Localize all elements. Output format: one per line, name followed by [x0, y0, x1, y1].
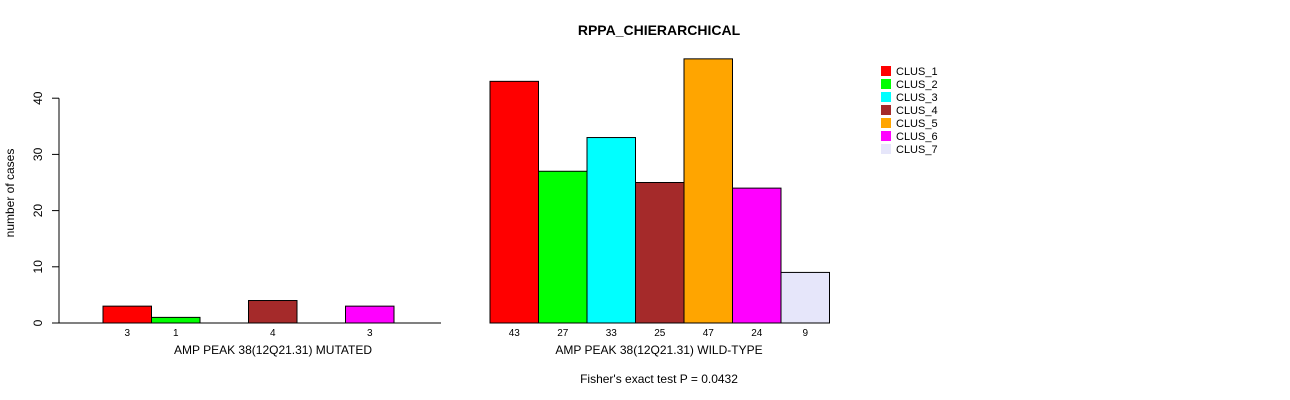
bar-count-label: 1	[173, 328, 179, 339]
fisher-test-note: Fisher's exact test P = 0.0432	[580, 372, 738, 386]
bar-wild-type-clus-3	[586, 137, 636, 324]
legend-swatch-clus-3	[881, 92, 891, 102]
y-axis: 0 10 20 30 40	[31, 91, 60, 326]
bar-count-label: 3	[124, 328, 130, 339]
x-axis-label-wild-type: AMP PEAK 38(12Q21.31) WILD-TYPE	[555, 343, 762, 357]
bar-count-label: 3	[367, 328, 373, 339]
y-tick-label: 30	[31, 147, 45, 161]
bar-wild-type-clus-2	[538, 170, 588, 324]
y-tick-label: 40	[31, 91, 45, 105]
chart-title: RPPA_CHIERARCHICAL	[578, 22, 741, 38]
y-tick-label: 10	[31, 260, 45, 274]
legend-label: CLUS_7	[896, 144, 938, 156]
legend-swatch-clus-4	[881, 105, 891, 115]
y-tick-label: 0	[31, 319, 45, 326]
legend-swatch-clus-6	[881, 131, 891, 141]
legend: CLUS_1CLUS_2CLUS_3CLUS_4CLUS_5CLUS_6CLUS…	[881, 66, 938, 156]
bar-mutated-clus-4	[248, 300, 298, 324]
bar-mutated-clus-2	[151, 316, 201, 324]
bar-count-label: 43	[509, 328, 521, 339]
legend-label: CLUS_5	[896, 118, 938, 130]
bar-wild-type-clus-6	[732, 187, 782, 324]
bar-count-label: 24	[751, 328, 763, 339]
legend-swatch-clus-1	[881, 66, 891, 76]
legend-swatch-clus-7	[881, 144, 891, 154]
bar-count-label: 4	[270, 328, 276, 339]
bar-wild-type-clus-5	[683, 58, 733, 324]
legend-label: CLUS_3	[896, 92, 938, 104]
bar-wild-type-clus-4	[635, 182, 685, 324]
y-tick-label: 20	[31, 204, 45, 218]
bar-count-label: 25	[654, 328, 666, 339]
bar-wild-type-clus-7	[780, 271, 830, 324]
bar-wild-type-clus-1	[489, 80, 539, 324]
bar-mutated-clus-6	[345, 305, 395, 324]
panel-mutated: 3 1 4 3 AMP PEAK 38(12Q21.31) MUTATED	[59, 300, 441, 357]
x-axis-label-mutated: AMP PEAK 38(12Q21.31) MUTATED	[174, 343, 372, 357]
y-axis-label: number of cases	[3, 149, 17, 238]
bar-count-label: 9	[802, 328, 808, 339]
bar-count-label: 27	[557, 328, 569, 339]
legend-label: CLUS_4	[896, 105, 938, 117]
legend-swatch-clus-2	[881, 79, 891, 89]
bar-mutated-clus-1	[102, 305, 152, 324]
legend-label: CLUS_1	[896, 66, 938, 78]
legend-label: CLUS_2	[896, 79, 938, 91]
bar-count-label: 47	[703, 328, 715, 339]
bar-count-label: 33	[606, 328, 618, 339]
panel-wild-type: 43 27 33 25 47 24 9 AMP PEAK 38(12Q21.31) WILD-…	[489, 58, 830, 357]
legend-label: CLUS_6	[896, 131, 938, 143]
legend-swatch-clus-5	[881, 118, 891, 128]
